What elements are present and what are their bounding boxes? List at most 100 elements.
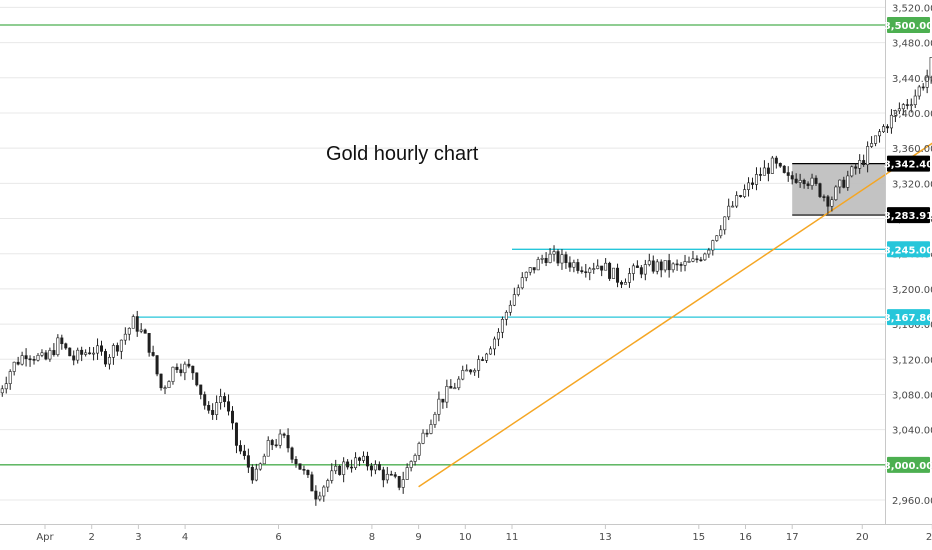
candle-body [842, 179, 846, 188]
level-price-tag: 3,245.00 [884, 245, 932, 256]
candle-body [564, 254, 568, 263]
candle-body [405, 467, 409, 480]
candle-body [377, 464, 381, 471]
chart-title: Gold hourly chart [326, 143, 479, 165]
candle-body [743, 189, 747, 197]
candle-body [723, 216, 727, 231]
candle-body [508, 304, 512, 313]
x-tick-label: 8 [369, 532, 375, 543]
y-tick-label: 3,160.00 [892, 320, 932, 331]
candle-body [512, 294, 516, 306]
candle-body [44, 352, 48, 360]
candle-body [441, 398, 445, 403]
candle-body [365, 455, 369, 467]
candle-body [901, 104, 905, 110]
candle-body [905, 104, 909, 106]
x-tick-label: 3 [135, 532, 141, 543]
candle-body [608, 262, 612, 279]
candle-body [850, 166, 854, 177]
candle-body [135, 316, 139, 332]
zone-fill [792, 163, 885, 216]
candle-body [330, 470, 334, 481]
candle-body [143, 329, 147, 334]
level-price-tag: 3,500.00 [884, 21, 932, 32]
candle-body [612, 267, 616, 279]
x-axis[interactable]: Apr23468910111315161720222324252627 [36, 524, 932, 543]
candle-body [631, 265, 635, 274]
y-tick-label: 3,320.00 [892, 179, 932, 190]
candle-body [369, 465, 373, 471]
level-price-tag: 3,167.86 [884, 313, 932, 324]
candle-body [687, 261, 691, 263]
candle-body [568, 262, 572, 268]
candle-body [286, 435, 290, 449]
candle-body [778, 163, 782, 167]
candle-body [532, 267, 536, 271]
candle-body [707, 249, 711, 255]
x-tick-label: 13 [599, 532, 612, 543]
candle-body [504, 311, 508, 320]
candle-body [477, 359, 481, 371]
candle-body [846, 175, 850, 188]
candle-body [215, 402, 219, 415]
candle-body [322, 486, 326, 497]
candle-body [620, 282, 624, 285]
candle-body [346, 461, 350, 468]
candle-body [536, 259, 540, 271]
zone-bottom-price-tag: 3,283.91 [884, 211, 932, 222]
candle-body [262, 455, 266, 465]
candle-body [127, 327, 131, 335]
candle-body [393, 474, 397, 477]
candle-body [703, 253, 707, 261]
candle-body [572, 262, 576, 268]
candle-body [361, 455, 365, 461]
candle-body [711, 240, 715, 251]
candle-body [175, 366, 179, 370]
candle-body [342, 461, 346, 475]
candle-body [675, 263, 679, 266]
candle-body [453, 387, 457, 390]
candle-body [155, 355, 159, 375]
candle-body [758, 174, 762, 176]
candle-body [866, 146, 870, 165]
candle-body [667, 260, 671, 271]
candle-body [556, 251, 560, 264]
candle-body [576, 262, 580, 271]
candle-body [751, 182, 755, 185]
grid [0, 6, 885, 501]
candle-body [48, 350, 52, 360]
candle-body [929, 57, 932, 78]
candle-body [885, 126, 889, 129]
candle-body [381, 469, 385, 481]
candle-body [107, 356, 111, 365]
candle-body [131, 316, 135, 329]
candle-body [250, 466, 254, 481]
candle-body [223, 396, 227, 402]
y-tick-label: 3,200.00 [892, 285, 932, 296]
candle-body [913, 95, 917, 105]
candle-body [258, 463, 262, 470]
x-tick-label: 9 [415, 532, 421, 543]
x-tick-label: 2 [89, 532, 95, 543]
candle-body [12, 361, 16, 372]
price-candles [0, 57, 932, 506]
x-tick-label: 15 [692, 532, 705, 543]
y-tick-label: 3,080.00 [892, 390, 932, 401]
candle-body [659, 261, 663, 271]
candle-body [897, 108, 901, 112]
candle-body [290, 447, 294, 460]
candle-body [163, 387, 167, 389]
x-tick-label: 22 [926, 532, 932, 543]
candle-body [854, 166, 858, 169]
candle-body [211, 410, 215, 415]
candle-body [409, 461, 413, 468]
candle-body [64, 343, 68, 349]
candle-body [207, 405, 211, 411]
candle-body [814, 177, 818, 184]
candle-body [580, 270, 584, 273]
candle-body [92, 352, 96, 355]
candle-body [231, 410, 235, 424]
candle-body [862, 160, 866, 165]
candle-body [806, 183, 810, 186]
